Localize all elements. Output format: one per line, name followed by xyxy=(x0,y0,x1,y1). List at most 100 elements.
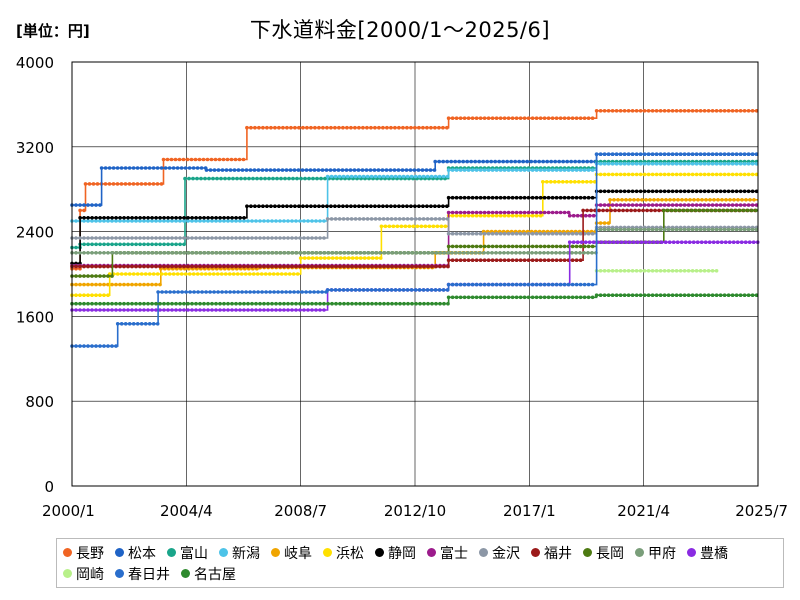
data-point xyxy=(379,224,384,229)
legend-marker-icon xyxy=(427,548,436,557)
data-point xyxy=(534,210,539,215)
data-point xyxy=(210,236,214,240)
data-point xyxy=(708,198,712,202)
data-point xyxy=(202,236,206,240)
data-point xyxy=(433,159,438,164)
data-point xyxy=(401,125,405,130)
data-point xyxy=(598,152,603,156)
data-point xyxy=(710,293,715,298)
data-point xyxy=(610,203,615,207)
data-point xyxy=(266,251,270,255)
data-point xyxy=(406,251,410,255)
data-point xyxy=(430,264,434,269)
data-point xyxy=(134,242,138,247)
data-point xyxy=(690,269,695,273)
data-point xyxy=(409,217,414,221)
data-point xyxy=(353,204,357,208)
data-point xyxy=(94,236,98,240)
data-point xyxy=(690,172,695,177)
data-point xyxy=(280,168,285,172)
data-point xyxy=(445,288,450,292)
data-point xyxy=(349,125,353,130)
data-point xyxy=(647,240,652,244)
data-point xyxy=(325,125,329,130)
data-point xyxy=(118,219,122,223)
data-point xyxy=(698,162,703,166)
data-point xyxy=(377,125,381,130)
data-point xyxy=(86,274,90,278)
data-point xyxy=(550,116,555,120)
data-point xyxy=(506,195,511,200)
data-point xyxy=(142,219,146,223)
data-point xyxy=(322,236,326,240)
data-point xyxy=(130,236,134,240)
data-point xyxy=(625,208,629,213)
data-point xyxy=(82,301,86,306)
data-point xyxy=(545,159,549,164)
data-point xyxy=(399,224,404,229)
data-point xyxy=(674,227,679,232)
data-point xyxy=(526,231,531,236)
data-point xyxy=(474,282,479,287)
data-point xyxy=(610,152,615,156)
data-point xyxy=(356,168,361,172)
data-point xyxy=(458,168,463,172)
data-point xyxy=(263,272,268,276)
data-point xyxy=(106,293,110,298)
data-point xyxy=(662,208,666,213)
data-point xyxy=(522,116,527,120)
data-point xyxy=(333,204,337,208)
data-point xyxy=(191,176,195,181)
data-point xyxy=(574,231,579,236)
data-point xyxy=(549,180,553,184)
data-point xyxy=(314,301,318,306)
data-point xyxy=(320,290,324,294)
data-point xyxy=(710,227,715,232)
data-point xyxy=(610,172,615,177)
data-point xyxy=(453,159,458,164)
data-point xyxy=(405,204,409,208)
data-point xyxy=(746,172,751,177)
data-point xyxy=(203,176,207,181)
data-point xyxy=(590,231,595,236)
data-point xyxy=(417,288,422,292)
data-point xyxy=(171,166,176,170)
data-point xyxy=(279,176,283,181)
data-point xyxy=(478,210,483,215)
data-point xyxy=(151,182,156,186)
data-point xyxy=(150,219,154,223)
data-point xyxy=(198,251,202,255)
data-point xyxy=(370,251,374,255)
data-point xyxy=(742,109,747,113)
data-point xyxy=(433,288,438,292)
data-point xyxy=(670,189,675,194)
data-point xyxy=(114,282,118,287)
data-point xyxy=(546,251,550,255)
data-point xyxy=(554,195,559,200)
data-point xyxy=(138,242,142,247)
data-point xyxy=(585,180,589,184)
data-point xyxy=(514,210,519,215)
data-point xyxy=(622,172,627,177)
data-point xyxy=(470,168,475,172)
data-point xyxy=(650,109,655,113)
data-point xyxy=(151,322,156,326)
data-point xyxy=(581,159,585,164)
data-point xyxy=(554,231,559,236)
data-point xyxy=(354,301,358,306)
data-point xyxy=(282,219,286,223)
data-point xyxy=(341,174,346,179)
data-point xyxy=(602,269,607,273)
legend-label: 富士 xyxy=(440,545,468,562)
data-point xyxy=(134,264,138,269)
data-point xyxy=(498,251,502,255)
data-point xyxy=(210,216,214,220)
data-point xyxy=(682,293,687,298)
data-point xyxy=(154,282,158,287)
data-point xyxy=(281,125,285,130)
legend-marker-icon xyxy=(167,548,176,557)
data-point xyxy=(526,251,530,255)
data-point xyxy=(278,219,282,223)
data-point xyxy=(90,344,94,348)
data-point xyxy=(690,162,695,166)
